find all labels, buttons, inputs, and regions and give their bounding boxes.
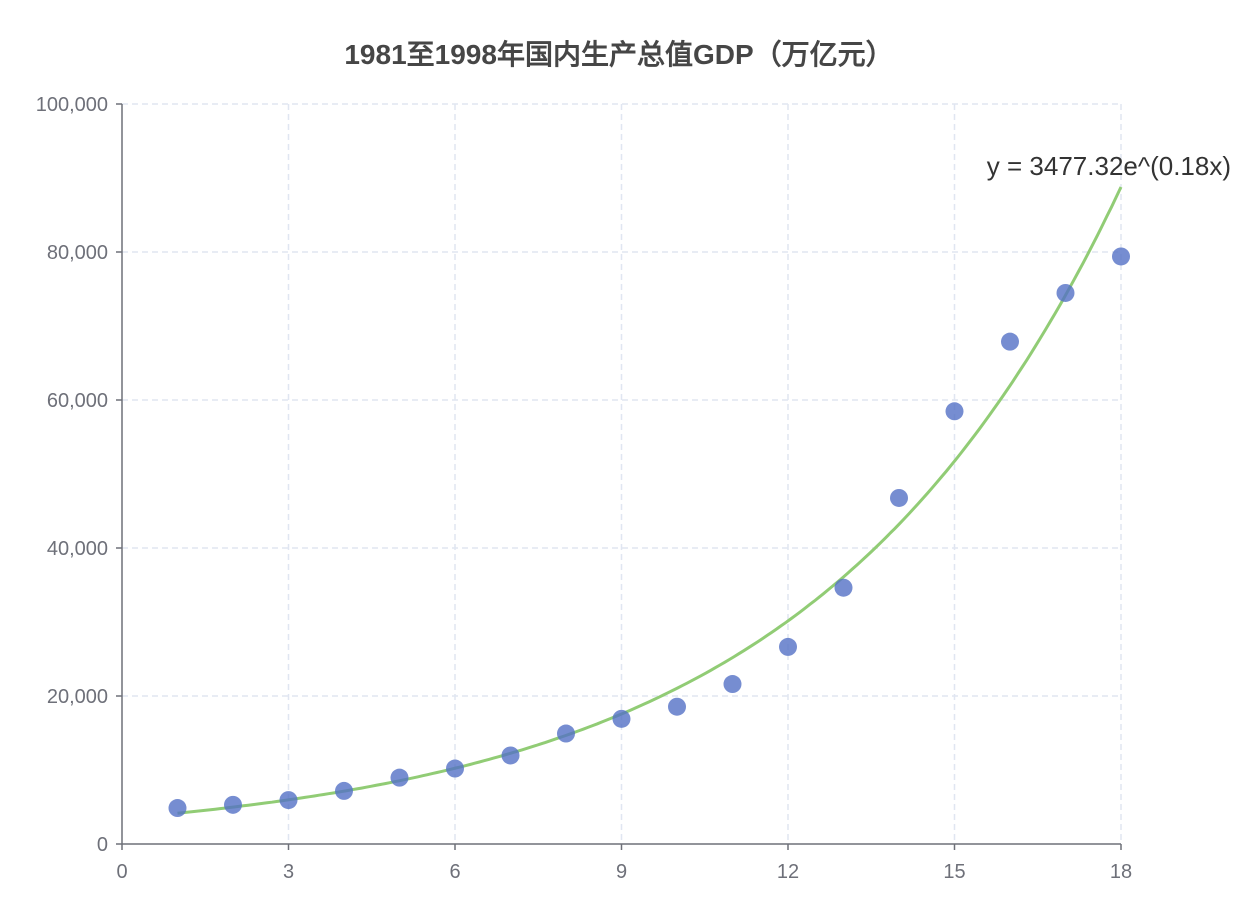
x-tick-label: 15 bbox=[943, 861, 965, 883]
y-tick-label: 20,000 bbox=[47, 686, 108, 708]
data-point bbox=[1056, 283, 1075, 302]
data-point bbox=[279, 791, 298, 810]
x-tick-label: 12 bbox=[777, 861, 799, 883]
y-tick-label: 60,000 bbox=[47, 390, 108, 412]
data-points bbox=[168, 247, 1130, 818]
regression-label: y = 3477.32e^(0.18x) bbox=[987, 151, 1231, 181]
x-tick-label: 0 bbox=[116, 861, 127, 883]
data-point bbox=[1001, 332, 1019, 351]
x-tick-label: 18 bbox=[1110, 861, 1132, 883]
data-point bbox=[1112, 247, 1130, 266]
y-tick-label: 40,000 bbox=[47, 538, 108, 560]
x-tick-label: 9 bbox=[616, 861, 627, 883]
data-point bbox=[834, 578, 853, 597]
data-point bbox=[557, 724, 575, 743]
y-tick-label: 0 bbox=[97, 834, 108, 856]
data-point bbox=[668, 697, 686, 716]
data-point bbox=[168, 799, 187, 818]
y-tick-label: 80,000 bbox=[47, 242, 108, 264]
grid-lines bbox=[122, 103, 1122, 844]
data-point bbox=[723, 675, 742, 694]
tick-labels: 0 3 6 9 12 15 18 0 20,000 40,000 60,000 80,000 100,0… bbox=[36, 94, 1132, 883]
axes bbox=[116, 103, 1122, 850]
data-point bbox=[224, 795, 242, 814]
data-point bbox=[612, 709, 631, 728]
data-point bbox=[335, 781, 353, 800]
data-point bbox=[501, 746, 520, 765]
data-point bbox=[390, 768, 409, 787]
data-point bbox=[945, 402, 964, 421]
x-tick-label: 6 bbox=[449, 861, 460, 883]
data-point bbox=[890, 488, 908, 507]
data-point bbox=[779, 637, 797, 656]
chart-title: 1981至1998年国内生产总值GDP（万亿元） bbox=[344, 38, 893, 70]
x-tick-label: 3 bbox=[283, 861, 294, 883]
y-tick-label: 100,000 bbox=[36, 94, 108, 116]
data-point bbox=[446, 759, 464, 778]
regression-line bbox=[177, 186, 1123, 815]
